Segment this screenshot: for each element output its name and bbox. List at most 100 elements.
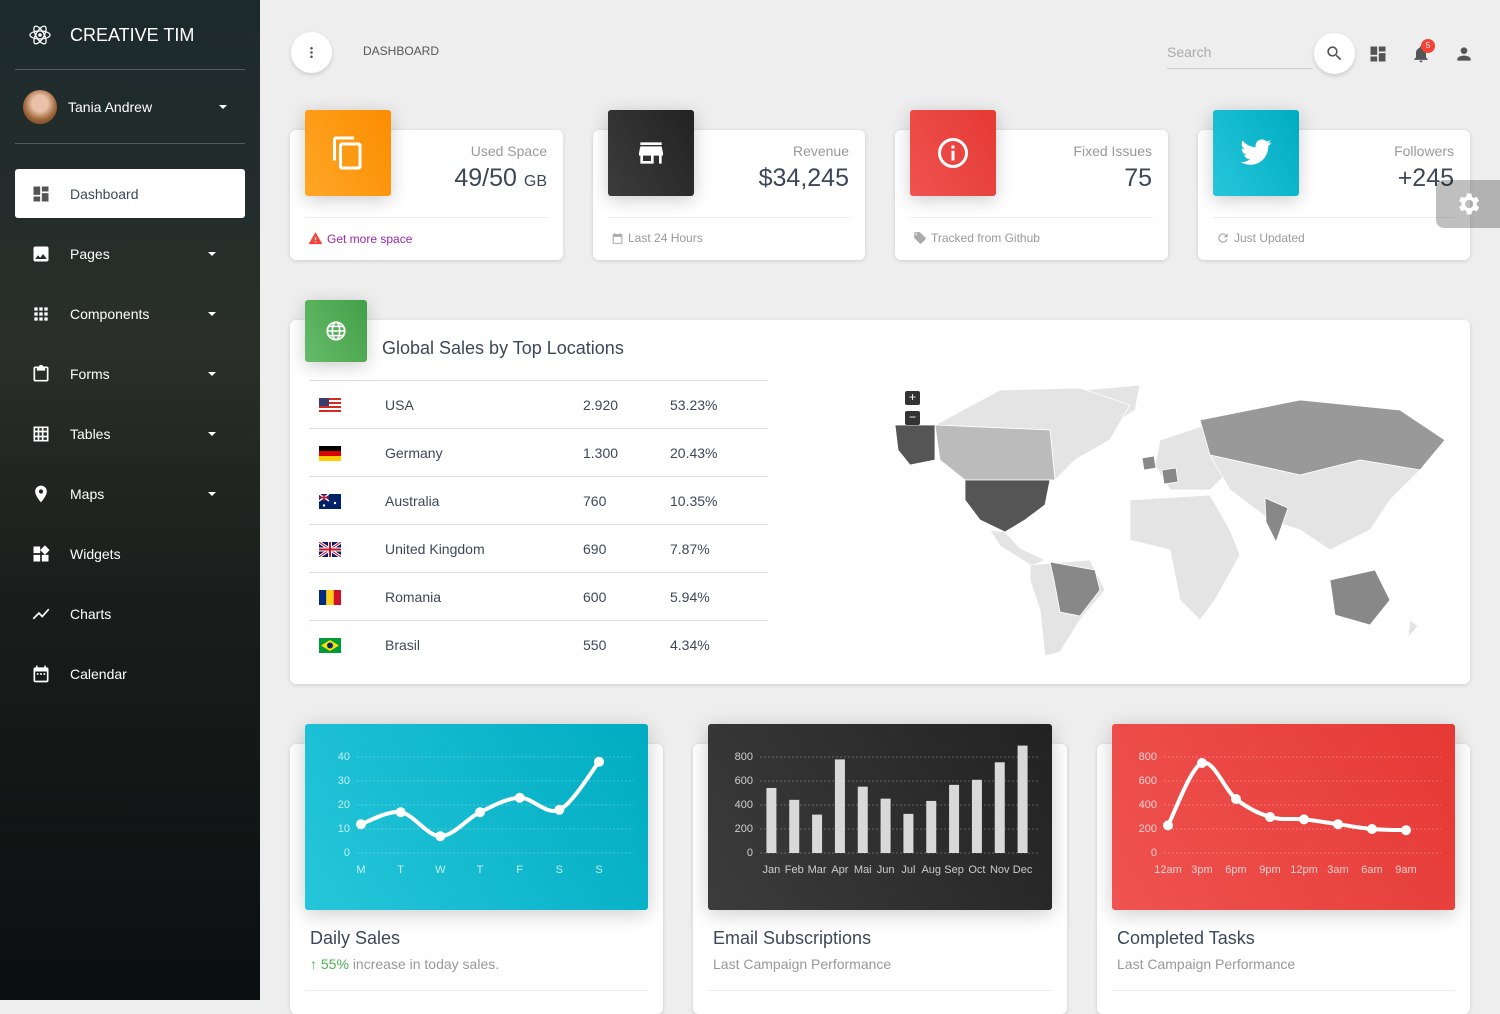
separator: [1213, 217, 1455, 218]
chart-header: 0 10 20 30 40 M T W T F S S: [305, 724, 648, 910]
row-line: [310, 428, 768, 429]
menu-item[interactable]: Maps: [15, 469, 245, 518]
caret: [208, 251, 216, 256]
bar: [903, 813, 914, 853]
chart-subtitle: Last Campaign Performance: [713, 956, 892, 972]
user-name[interactable]: Tania Andrew: [68, 99, 153, 115]
y-tick-label: 0: [1151, 847, 1157, 859]
caret: [208, 371, 216, 376]
chart-subtitle: Last Campaign Performance: [1117, 956, 1296, 972]
menu-label: Pages: [70, 245, 110, 262]
menu-item[interactable]: Dashboard: [15, 169, 245, 218]
stat-title: Followers: [1394, 143, 1454, 159]
minimize-button[interactable]: [291, 32, 332, 73]
stat-footer: Tracked from Github: [913, 231, 1040, 245]
bar: [857, 786, 868, 853]
y-tick-label: 200: [1139, 823, 1157, 835]
share: 20.43%: [670, 445, 718, 461]
y-tick-label: 400: [1139, 799, 1157, 811]
y-tick-label: 800: [1139, 751, 1157, 763]
x-tick-label: 6am: [1361, 864, 1382, 876]
menu-label: Dashboard: [70, 185, 139, 202]
point: [1401, 825, 1411, 836]
card-title: Global Sales by Top Locations: [382, 338, 624, 358]
brand-name[interactable]: CREATIVE TIM: [70, 25, 195, 45]
stat-icon: [910, 110, 996, 196]
stat-footer-text: Last 24 Hours: [628, 231, 703, 245]
y-tick-label: 0: [344, 847, 350, 859]
search-button[interactable]: [1314, 33, 1355, 74]
menu-icon: [33, 426, 49, 441]
menu-item[interactable]: Pages: [15, 229, 245, 278]
card-icon: [305, 300, 367, 362]
x-tick-label: 3am: [1327, 864, 1348, 876]
x-tick-label: Jun: [877, 864, 895, 876]
notification-badge: 5: [1421, 39, 1435, 53]
stat-footer: Get more space: [308, 231, 412, 246]
menu-item[interactable]: Forms: [15, 349, 245, 398]
point: [554, 804, 565, 815]
stat-value: +245: [1397, 164, 1454, 192]
menu-label: Tables: [70, 425, 111, 442]
menu-item[interactable]: Widgets: [15, 529, 245, 578]
point: [1367, 824, 1377, 834]
profile-button[interactable]: [1454, 44, 1474, 64]
x-tick-label: 6pm: [1225, 864, 1246, 876]
stat-footer-link[interactable]: Get more space: [327, 231, 413, 246]
page-title[interactable]: DASHBOARD: [363, 44, 440, 58]
zoom-out[interactable]: −: [905, 411, 920, 425]
share: 4.34%: [670, 637, 710, 653]
x-tick-label: 3pm: [1191, 864, 1212, 876]
menu-item[interactable]: Tables: [15, 409, 245, 458]
point: [1163, 820, 1173, 831]
line: [1166, 760, 1407, 833]
x-tick-label: Mar: [808, 864, 827, 876]
stat-footer: Last 24 Hours: [611, 231, 703, 245]
chart: 0 10 20 30 40 M T W T F S S: [338, 751, 634, 876]
point: [356, 819, 366, 830]
caret: [208, 311, 216, 316]
menu-item[interactable]: Calendar: [15, 649, 245, 698]
stat-footer: Just Updated: [1216, 231, 1305, 245]
caret[interactable]: [219, 105, 227, 109]
stat-icon: [1213, 110, 1299, 196]
icon: [310, 46, 313, 59]
update-icon: [1218, 233, 1228, 243]
settings-button[interactable]: [1436, 180, 1500, 228]
country: Brasil: [385, 637, 421, 653]
icon: [1240, 139, 1272, 165]
x-tick-label: Oct: [968, 864, 985, 876]
sales: 690: [583, 541, 607, 557]
y-tick-label: 400: [735, 799, 753, 811]
chart-header: 0 200 400 600 800 Jan Feb Mar Apr Mai Jun Jul Aug Sep…: [708, 724, 1052, 910]
stat-value: $34,245: [758, 164, 849, 192]
sales: 550: [583, 637, 607, 653]
x-tick-label: Feb: [785, 864, 804, 876]
zoom-in[interactable]: +: [905, 391, 920, 405]
point: [1231, 794, 1241, 804]
chart-header: 0 200 400 600 800 12am 3pm 6pm 9pm 12pm 3am 6am 9am: [1112, 724, 1455, 910]
menu-icon: [33, 246, 49, 261]
row-line: [310, 620, 768, 621]
icon: [1327, 46, 1342, 61]
avatar[interactable]: [23, 90, 57, 124]
share: 5.94%: [670, 589, 710, 605]
menu-label: Widgets: [70, 545, 121, 562]
stat-unit: GB: [523, 173, 547, 190]
dashboard-button[interactable]: [1368, 44, 1388, 64]
menu-icon: [35, 485, 47, 502]
icon: [639, 142, 663, 164]
separator: [305, 990, 648, 991]
search-input[interactable]: Search: [1167, 44, 1313, 69]
menu-item[interactable]: Components: [15, 289, 245, 338]
sidebar: CREATIVE TIM Tania Andrew Dashboard Page…: [0, 0, 260, 1000]
highlight-value: 55%: [320, 956, 349, 972]
y-tick-label: 800: [735, 751, 753, 763]
bar: [812, 814, 823, 853]
row-line: [310, 524, 768, 525]
y-tick-label: 20: [338, 799, 350, 811]
row-line: [310, 380, 768, 381]
menu-item[interactable]: Charts: [15, 589, 245, 638]
point: [1197, 758, 1207, 768]
bar: [880, 798, 891, 853]
